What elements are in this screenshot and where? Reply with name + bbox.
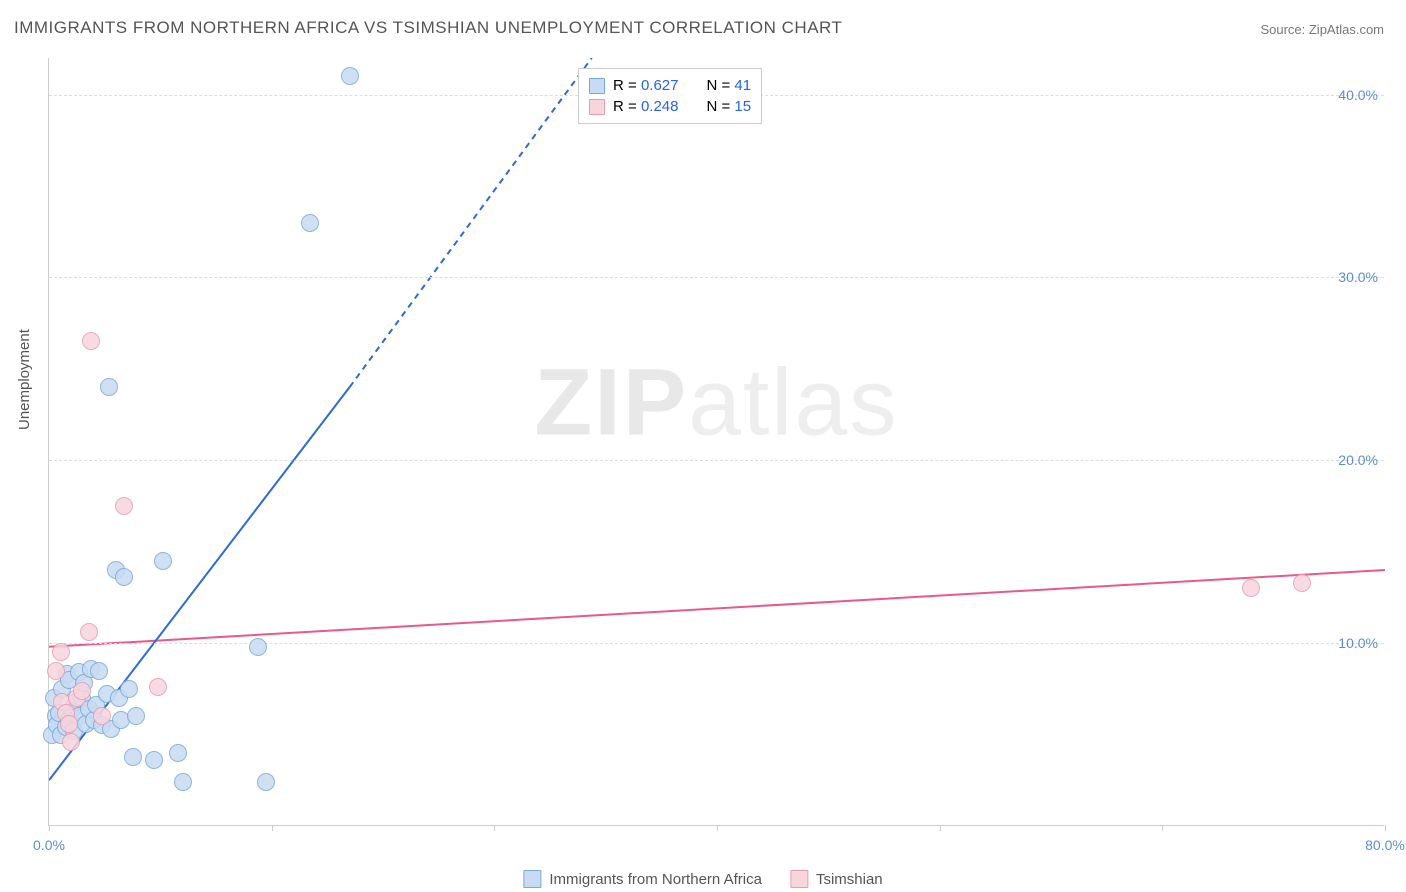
data-point xyxy=(80,623,98,641)
x-tick-mark xyxy=(1385,825,1386,831)
data-point xyxy=(62,733,80,751)
correlation-box: R = 0.627 N = 41 R = 0.248 N = 15 xyxy=(578,68,762,124)
data-point xyxy=(301,214,319,232)
data-point xyxy=(82,332,100,350)
n-label: N = 15 xyxy=(706,98,751,115)
x-tick-label: 80.0% xyxy=(1365,837,1405,853)
r-label: R = 0.248 xyxy=(613,98,678,115)
data-point xyxy=(341,67,359,85)
legend-label: Immigrants from Northern Africa xyxy=(549,871,762,888)
x-tick-label: 0.0% xyxy=(33,837,65,853)
correlation-row: R = 0.248 N = 15 xyxy=(589,96,751,117)
data-point xyxy=(124,748,142,766)
y-tick-label: 30.0% xyxy=(1338,269,1378,285)
plot-area: ZIPatlas 10.0%20.0%30.0%40.0%0.0%80.0% xyxy=(48,58,1384,826)
y-tick-label: 10.0% xyxy=(1338,635,1378,651)
x-tick-mark xyxy=(717,825,718,831)
data-point xyxy=(73,682,91,700)
data-point xyxy=(115,497,133,515)
data-point xyxy=(249,638,267,656)
r-label: R = 0.627 xyxy=(613,77,678,94)
chart-title: IMMIGRANTS FROM NORTHERN AFRICA VS TSIMS… xyxy=(14,18,842,38)
chart-container: IMMIGRANTS FROM NORTHERN AFRICA VS TSIMS… xyxy=(0,0,1406,892)
data-point xyxy=(127,707,145,725)
source-label: Source: ZipAtlas.com xyxy=(1260,22,1384,37)
x-tick-mark xyxy=(494,825,495,831)
watermark: ZIPatlas xyxy=(534,349,898,458)
legend-label: Tsimshian xyxy=(816,871,883,888)
data-point xyxy=(120,680,138,698)
data-point xyxy=(1293,574,1311,592)
legend: Immigrants from Northern Africa Tsimshian xyxy=(523,870,882,888)
data-point xyxy=(145,751,163,769)
data-point xyxy=(149,678,167,696)
x-tick-mark xyxy=(272,825,273,831)
gridline xyxy=(49,277,1384,278)
x-tick-mark xyxy=(49,825,50,831)
x-tick-mark xyxy=(940,825,941,831)
data-point xyxy=(115,568,133,586)
legend-item: Immigrants from Northern Africa xyxy=(523,870,762,888)
legend-item: Tsimshian xyxy=(790,870,883,888)
data-point xyxy=(1242,579,1260,597)
data-point xyxy=(174,773,192,791)
legend-swatch xyxy=(523,870,541,888)
data-point xyxy=(93,707,111,725)
series-swatch xyxy=(589,99,605,115)
data-point xyxy=(47,662,65,680)
data-point xyxy=(60,715,78,733)
data-point xyxy=(154,552,172,570)
n-label: N = 41 xyxy=(706,77,751,94)
data-point xyxy=(100,378,118,396)
data-point xyxy=(169,744,187,762)
data-point xyxy=(90,662,108,680)
trend-lines-layer xyxy=(49,58,1385,826)
y-tick-label: 40.0% xyxy=(1338,87,1378,103)
gridline xyxy=(49,460,1384,461)
correlation-row: R = 0.627 N = 41 xyxy=(589,75,751,96)
y-axis-label: Unemployment xyxy=(16,329,33,430)
legend-swatch xyxy=(790,870,808,888)
series-swatch xyxy=(589,78,605,94)
y-tick-label: 20.0% xyxy=(1338,452,1378,468)
data-point xyxy=(257,773,275,791)
x-tick-mark xyxy=(1162,825,1163,831)
data-point xyxy=(52,643,70,661)
